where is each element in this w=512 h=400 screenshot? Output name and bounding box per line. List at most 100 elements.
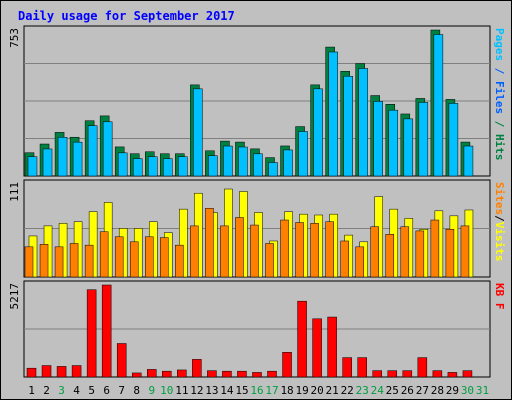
files-bar (193, 88, 203, 177)
kbytes-bar (417, 357, 428, 378)
kbytes-bar (387, 370, 398, 378)
files-bar (418, 102, 429, 177)
day-label: 19 (295, 384, 308, 397)
kbytes-bar (252, 372, 262, 378)
files-bar (328, 51, 338, 177)
sites-bar (415, 230, 425, 278)
files-bar (283, 149, 293, 177)
sites-bar (39, 244, 49, 278)
day-label: 14 (220, 384, 234, 397)
day-label: 15 (235, 384, 248, 397)
ymax-label: 5217 (8, 283, 21, 310)
sites-bar (280, 219, 289, 278)
day-label: 26 (401, 384, 414, 397)
files-bar (57, 137, 68, 177)
files-bar (388, 109, 399, 177)
kbytes-bar (116, 343, 127, 378)
files-bar (448, 103, 459, 177)
kbytes-bar (222, 370, 232, 378)
kbytes-bar (342, 357, 352, 378)
day-label: 24 (371, 384, 385, 397)
sites-bar (295, 222, 304, 278)
sites-bar (145, 236, 154, 278)
files-bar (463, 145, 474, 177)
files-bar (178, 156, 188, 177)
day-label: 28 (431, 384, 444, 397)
day-label: 23 (356, 384, 369, 397)
ymax-label: 111 (8, 182, 21, 202)
day-label: 22 (341, 384, 354, 397)
day-label: 21 (326, 384, 339, 397)
sites-bar (235, 217, 244, 278)
kbytes-bar (56, 366, 67, 378)
panel-bottom: 5217 KB F (8, 280, 506, 378)
files-bar (298, 131, 308, 177)
day-label: 12 (190, 384, 203, 397)
day-label: 30 (461, 384, 474, 397)
files-bar (433, 34, 444, 177)
day-label: 10 (160, 384, 173, 397)
day-label: 2 (43, 384, 50, 397)
day-label: 27 (416, 384, 429, 397)
day-label: 7 (118, 384, 125, 397)
side-label-part: / (493, 215, 506, 222)
sites-bar (325, 221, 334, 278)
sites-bar (430, 219, 440, 278)
files-bar (373, 101, 383, 177)
day-label: 31 (476, 384, 489, 397)
kbytes-bar (192, 359, 202, 378)
day-label: 4 (73, 384, 80, 397)
files-bar (72, 141, 83, 177)
sites-bar (175, 244, 184, 278)
files-bar (358, 68, 368, 177)
side-label: Pages / Files / Hits (493, 28, 506, 160)
kbytes-bar (297, 300, 307, 378)
kbytes-bar (207, 370, 217, 378)
day-label: 20 (311, 384, 324, 397)
day-label: 13 (205, 384, 218, 397)
day-label: 9 (148, 384, 155, 397)
day-label: 5 (88, 384, 95, 397)
kbytes-bar (447, 372, 458, 378)
sites-bar (355, 246, 364, 278)
sites-bar (24, 246, 34, 278)
sites-bar (370, 226, 379, 278)
files-bar (117, 152, 128, 177)
day-label: 29 (446, 384, 459, 397)
files-bar (343, 75, 353, 177)
kbytes-bar (237, 370, 247, 378)
day-label: 1 (28, 384, 35, 397)
kbytes-bar (177, 369, 187, 378)
sites-bar (265, 243, 274, 278)
files-bar (223, 145, 233, 177)
sites-bar (220, 225, 229, 278)
chart-title: Daily usage for September 2017 (18, 9, 235, 23)
side-label-part: / Files (493, 61, 506, 114)
kbytes-bar (402, 370, 413, 378)
files-bar (313, 88, 323, 177)
files-bar (27, 156, 38, 177)
sites-bar (99, 231, 109, 278)
files-bar (148, 156, 158, 177)
files-bar (238, 146, 248, 177)
day-label: 25 (386, 384, 399, 397)
files-bar (208, 155, 218, 177)
kbytes-bar (147, 369, 157, 378)
kbytes-bar (41, 365, 52, 378)
panel-middle: 111 Sites/Visits (8, 179, 506, 278)
side-label-part: Sites (493, 182, 506, 215)
kbytes-bar (162, 370, 172, 378)
files-bar (403, 118, 414, 177)
sites-bar (400, 226, 410, 278)
ymax-label: 753 (8, 28, 21, 48)
kbytes-bar (462, 370, 473, 378)
side-label-part: / Hits (493, 114, 506, 160)
files-bar (132, 158, 143, 177)
day-label: 18 (280, 384, 293, 397)
side-label-part: KB F (493, 283, 506, 310)
sites-bar (54, 246, 64, 278)
day-label: 16 (250, 384, 263, 397)
files-bar (253, 153, 263, 177)
kbytes-bar (372, 370, 382, 378)
files-bar (163, 158, 173, 177)
